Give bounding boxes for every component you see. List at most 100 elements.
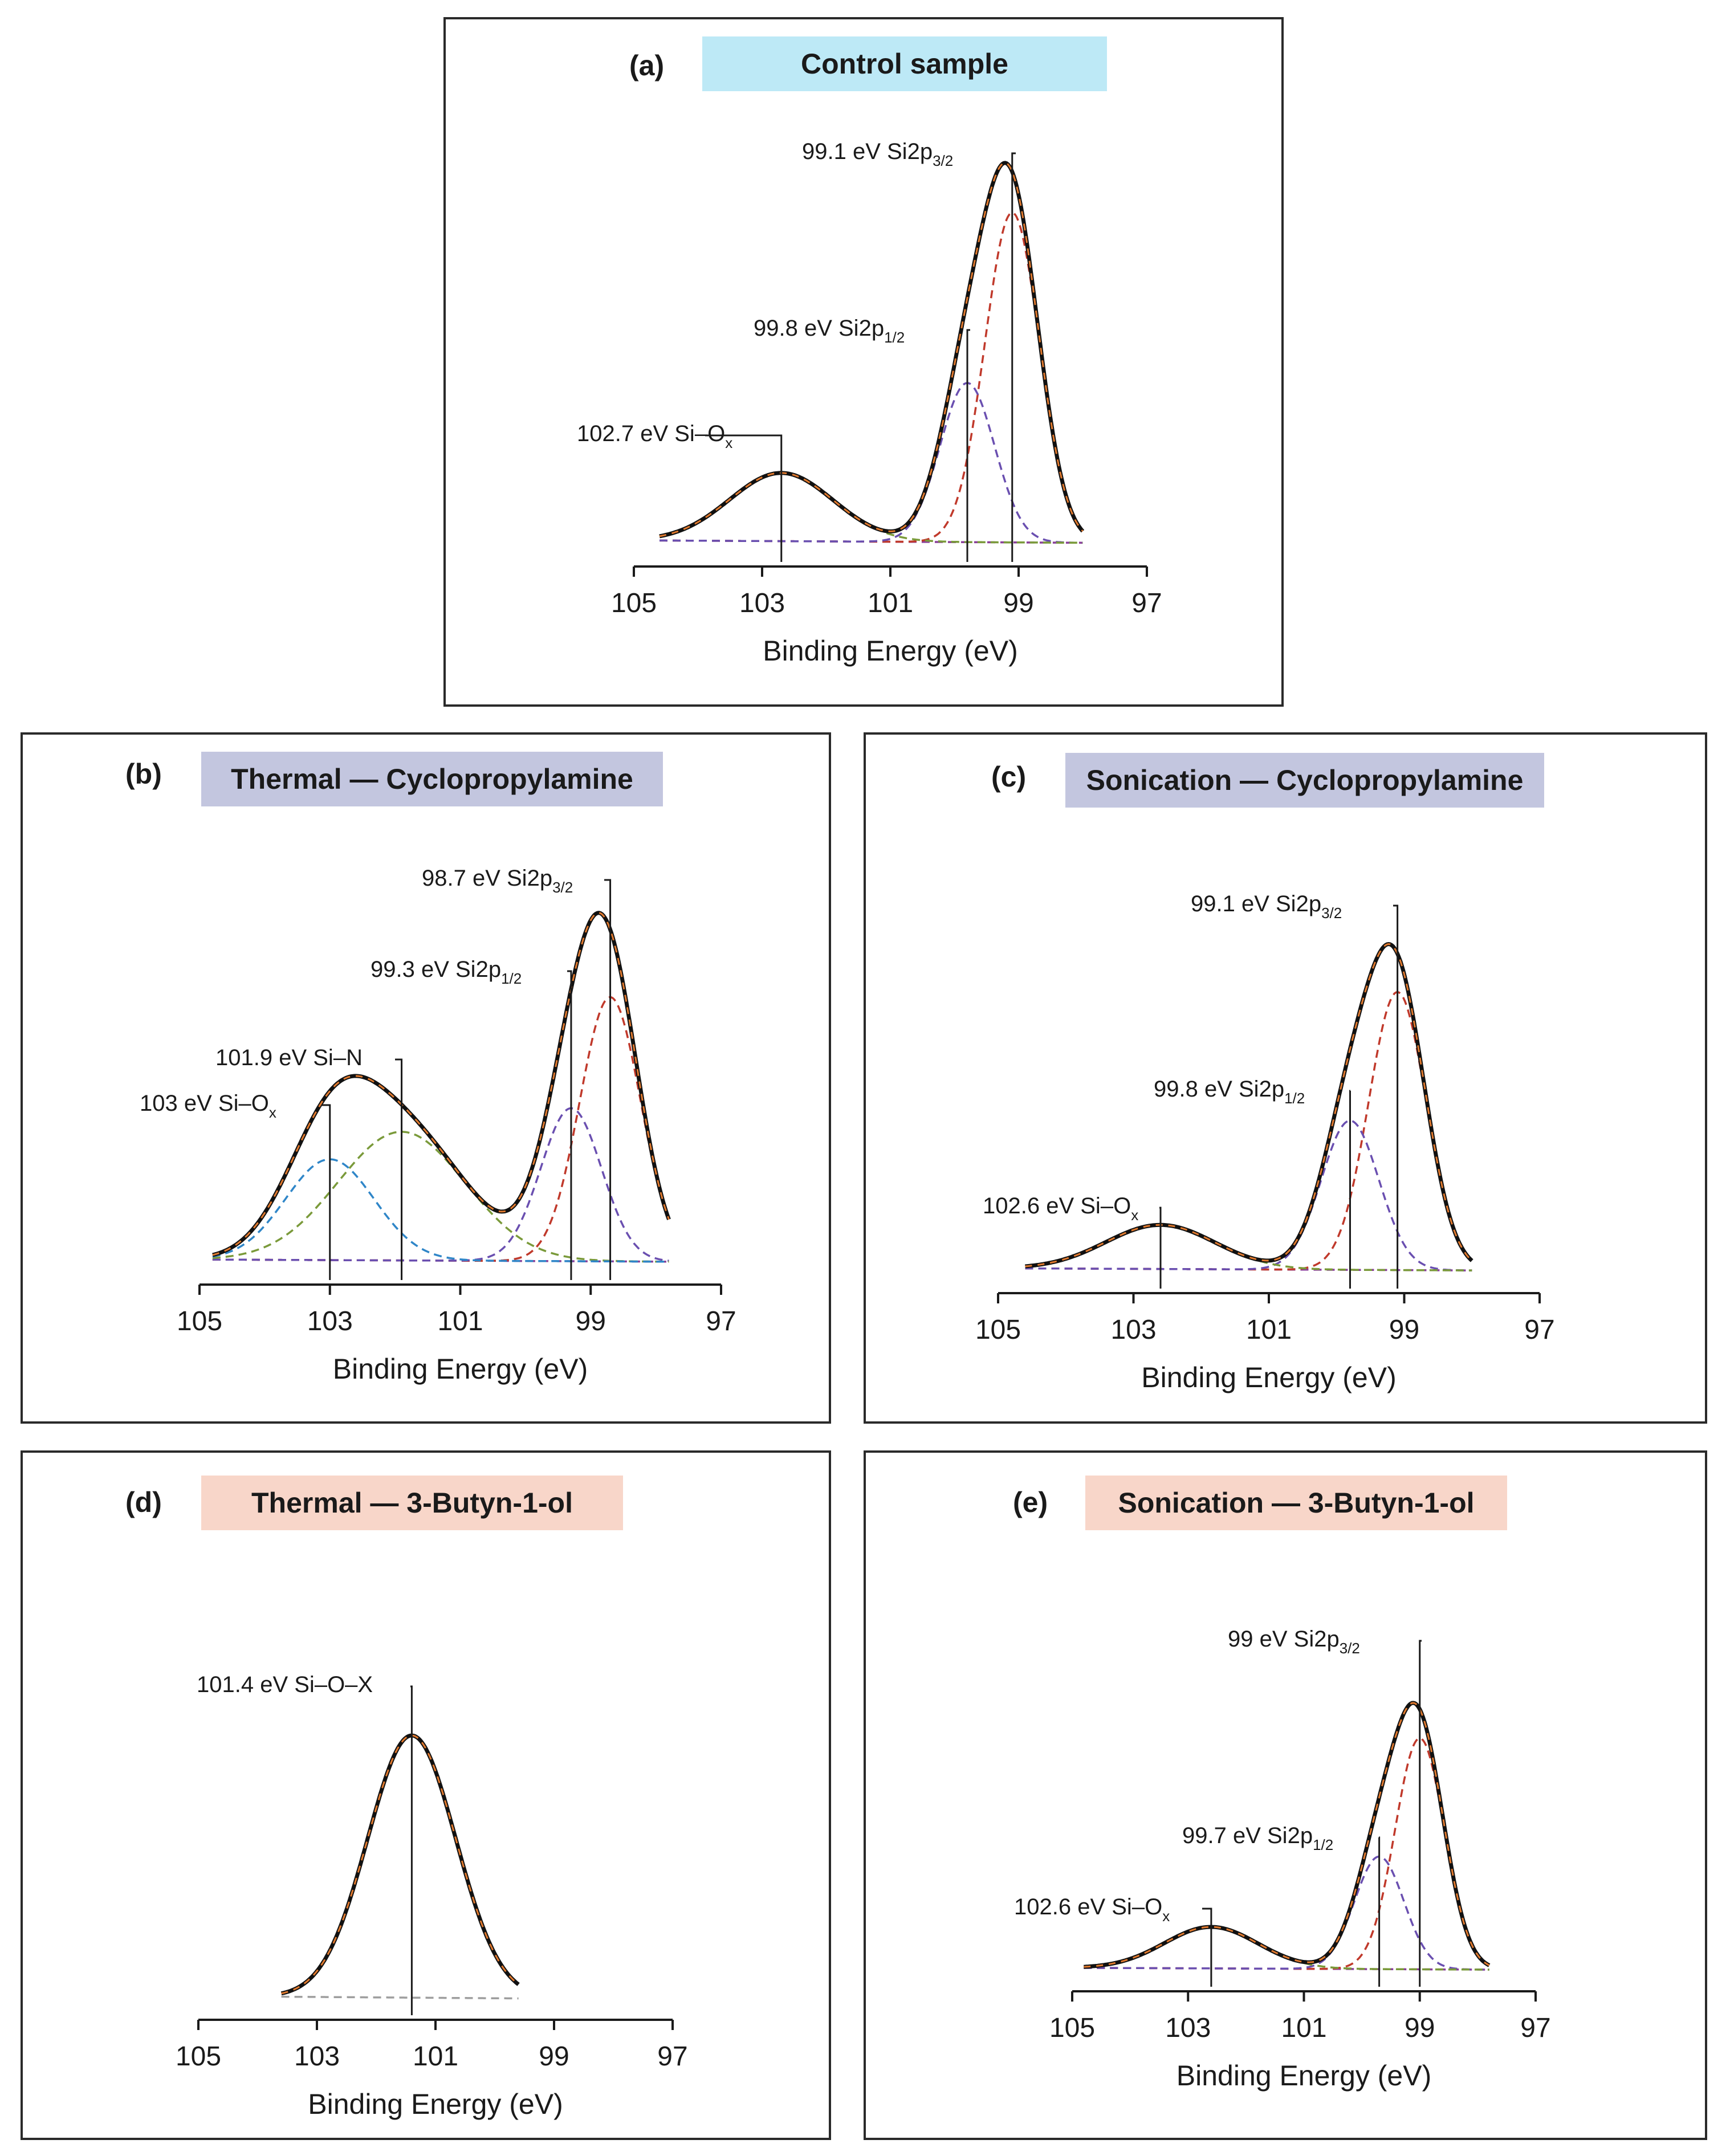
panel-title: Thermal — 3-Butyn-1-ol [201, 1476, 623, 1530]
peak-label: 99 eV Si2p3/2 [1228, 1627, 1422, 1987]
peak-annotation: 103 eV Si–Ox [140, 1091, 276, 1121]
peak-marker-line [567, 970, 572, 1280]
curves [280, 1733, 520, 2000]
x-tick-label: 99 [539, 2041, 569, 2072]
x-tick-label: 105 [176, 2041, 221, 2072]
curves [1025, 942, 1473, 1271]
peak-label: 102.7 eV Si–Ox [577, 421, 783, 562]
peak-marker-line [966, 329, 970, 562]
peak-annotation: 102.6 eV Si–Ox [983, 1193, 1138, 1224]
component-si2p1-2 [212, 1107, 669, 1262]
component-si2p3-2 [1084, 1737, 1490, 1970]
x-tick-label: 103 [294, 2041, 340, 2072]
x-tick-label: 105 [611, 588, 657, 618]
peak-annotation: 99.1 eV Si2p3/2 [802, 139, 953, 169]
curves [212, 911, 671, 1263]
x-tick-label: 101 [413, 2041, 458, 2072]
panel-d-thermal-butynol: (d) Thermal — 3-Butyn-1-ol 105 103 101 99 97… [21, 1450, 831, 2140]
peak-label: 99.1 eV Si2p3/2 [802, 139, 1016, 562]
envelope-line [280, 1733, 520, 1996]
x-tick-label: 105 [975, 1315, 1021, 1345]
component-si-o-x [281, 1734, 519, 1995]
x-tick-label: 103 [739, 588, 785, 618]
peak-label: 101.4 eV Si–O–X [197, 1672, 413, 2015]
peak-annotation: 99.8 eV Si2p1/2 [754, 316, 905, 346]
curves [659, 161, 1085, 544]
panel-label: (c) [991, 761, 1027, 793]
fit-dashed-line [1084, 1702, 1490, 1968]
panel-label: (d) [125, 1486, 162, 1518]
fit-dashed-line [281, 1734, 519, 1995]
component-si2p3-2 [660, 211, 1084, 543]
peak-marker-line [604, 879, 612, 1280]
peak-marker-line [1011, 152, 1016, 562]
panel-title: Thermal — Cyclopropylamine [201, 752, 663, 806]
x-tick-label: 99 [1405, 2013, 1435, 2043]
x-tick-label: 103 [307, 1306, 353, 1336]
component-si2p3-2 [1025, 991, 1473, 1271]
component-si-ox [659, 472, 1083, 544]
x-axis-label: Binding Energy (eV) [1141, 1362, 1396, 1393]
xps-chart-d: 105 103 101 99 97 Binding Energy (eV) 101.4 eV… [176, 1672, 688, 2120]
peak-annotation: 99 eV Si2p3/2 [1228, 1627, 1360, 1657]
peak-label: 99.1 eV Si2p3/2 [1191, 891, 1399, 1289]
background-line [281, 1995, 519, 2000]
peak-marker-line [322, 1104, 331, 1280]
x-tick-label: 105 [177, 1306, 222, 1336]
panel-b-thermal-cyclopropylamine: (b) Thermal — Cyclopropylamine 105 103 101… [21, 732, 831, 1424]
xps-chart-b: 105 103 101 99 97 Binding Energy (eV) 98.7 eV … [140, 866, 736, 1385]
panel-label: (e) [1013, 1486, 1048, 1518]
xps-chart-c: 105 103 101 99 97 Binding Energy (eV) 99.1 eV … [975, 891, 1555, 1393]
peak-marker-line [705, 434, 783, 562]
component-si2p1-2 [660, 382, 1083, 544]
peak-marker-line [1202, 1908, 1212, 1987]
component-si-ox [1084, 1926, 1489, 1971]
panel-e-sonication-butynol: (e) Sonication — 3-Butyn-1-ol 105 103 101 9… [864, 1450, 1707, 2140]
peak-marker-line [1349, 1090, 1351, 1289]
x-tick-label: 101 [868, 588, 913, 618]
x-axis: 105 103 101 99 97 Binding Energy (eV) [611, 565, 1162, 667]
x-tick-label: 97 [706, 1306, 736, 1336]
panel-label: (b) [125, 758, 162, 790]
xps-chart-a: 105 103 101 99 97 Binding Energy (eV) 99.1 eV … [577, 139, 1162, 667]
x-tick-label: 105 [1049, 2013, 1095, 2043]
curves [1084, 1701, 1491, 1971]
peak-marker-line [1159, 1207, 1162, 1289]
peak-annotation: 98.7 eV Si2p3/2 [422, 866, 573, 896]
peak-annotation: 99.3 eV Si2p1/2 [371, 957, 522, 987]
panel-title: Control sample [702, 36, 1107, 91]
x-tick-label: 97 [657, 2041, 687, 2072]
peak-annotation: 99.1 eV Si2p3/2 [1191, 891, 1342, 922]
x-axis-label: Binding Energy (eV) [333, 1353, 588, 1385]
panel-a-control-sample: (a) Control sample 105 103 101 99 97 Binding … [443, 17, 1284, 707]
envelope-line [659, 161, 1085, 539]
peak-annotation: 101.9 eV Si–N [215, 1045, 363, 1070]
peak-annotation: 101.4 eV Si–O–X [197, 1672, 373, 1697]
component-si-ox [212, 1158, 669, 1263]
component-si-n [212, 1131, 669, 1263]
x-axis: 105 103 101 99 97 Binding Energy (eV) [975, 1292, 1555, 1393]
x-tick-label: 99 [1389, 1315, 1419, 1345]
peak-label: 102.6 eV Si–Ox [1014, 1894, 1212, 1987]
panel-c-sonication-cyclopropylamine: (c) Sonication — Cyclopropylamine 105 103… [864, 732, 1707, 1424]
peak-label: 102.6 eV Si–Ox [983, 1193, 1162, 1289]
panel-title: Sonication — 3-Butyn-1-ol [1085, 1476, 1507, 1530]
x-tick-label: 99 [1003, 588, 1033, 618]
x-tick-label: 103 [1110, 1315, 1156, 1345]
x-tick-label: 101 [437, 1306, 483, 1336]
fit-dashed-line [212, 912, 670, 1256]
peak-label: 99.3 eV Si2p1/2 [371, 957, 572, 1280]
x-axis: 105 103 101 99 97 Binding Energy (eV) [177, 1283, 736, 1385]
peak-label: 99.8 eV Si2p1/2 [754, 316, 970, 562]
x-axis: 105 103 101 99 97 Binding Energy (eV) [176, 2019, 688, 2120]
x-axis: 105 103 101 99 97 Binding Energy (eV) [1049, 1990, 1551, 2092]
component-si2p1-2 [1084, 1855, 1489, 1971]
peak-annotation: 99.8 eV Si2p1/2 [1154, 1077, 1305, 1107]
x-axis-label: Binding Energy (eV) [1177, 2060, 1431, 2092]
x-tick-label: 97 [1524, 1315, 1554, 1345]
peak-marker-line [395, 1058, 403, 1280]
fit-dashed-line [659, 162, 1084, 537]
x-tick-label: 99 [576, 1306, 606, 1336]
x-tick-label: 101 [1246, 1315, 1292, 1345]
peak-label: 103 eV Si–Ox [140, 1091, 331, 1280]
